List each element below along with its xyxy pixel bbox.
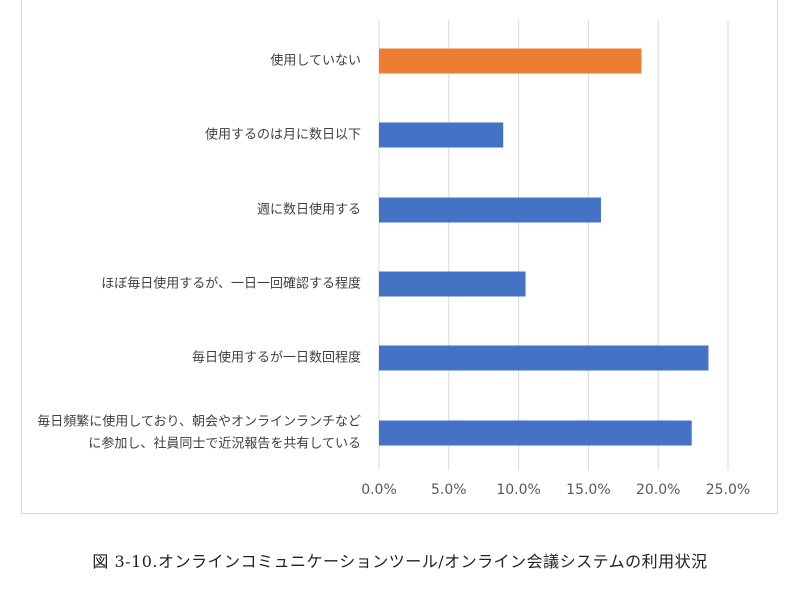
x-tick-label: 10.0% — [496, 482, 540, 498]
chart-frame: 使用していない使用するのは月に数日以下週に数日使用するほぼ毎日使用するが、一日一… — [21, 0, 778, 514]
x-tick-label: 20.0% — [636, 482, 680, 498]
bar — [379, 420, 692, 446]
category-label: 毎日頻繁に使用しており、朝会やオンラインランチなど — [37, 414, 361, 430]
bar — [379, 197, 601, 223]
x-tick-label: 15.0% — [566, 482, 610, 498]
bar — [379, 345, 709, 371]
category-label: に参加し、社員同士で近況報告を共有している — [88, 436, 361, 452]
category-label: 週に数日使用する — [257, 202, 361, 218]
bar-chart: 使用していない使用するのは月に数日以下週に数日使用するほぼ毎日使用するが、一日一… — [37, 20, 750, 498]
figure-caption: 図 3-10.オンラインコミュニケーションツール/オンライン会議システムの利用状… — [92, 552, 708, 571]
category-label: 毎日使用するが一日数回程度 — [192, 350, 361, 366]
bar — [379, 122, 504, 148]
bar — [379, 271, 526, 297]
category-label: ほぼ毎日使用するが、一日一回確認する程度 — [101, 276, 361, 292]
category-label: 使用していない — [270, 53, 361, 69]
x-tick-label: 5.0% — [431, 482, 467, 498]
x-tick-label: 0.0% — [361, 482, 397, 498]
category-label: 使用するのは月に数日以下 — [205, 127, 361, 143]
x-tick-label: 25.0% — [706, 482, 750, 498]
bar — [379, 48, 642, 74]
